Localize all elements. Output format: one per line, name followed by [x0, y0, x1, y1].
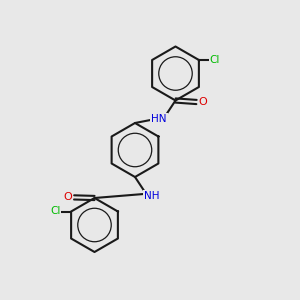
Text: NH: NH — [144, 190, 159, 201]
Text: Cl: Cl — [210, 55, 220, 65]
Text: HN: HN — [151, 114, 167, 124]
Text: O: O — [63, 192, 72, 203]
Text: O: O — [199, 97, 208, 107]
Text: Cl: Cl — [50, 206, 60, 217]
